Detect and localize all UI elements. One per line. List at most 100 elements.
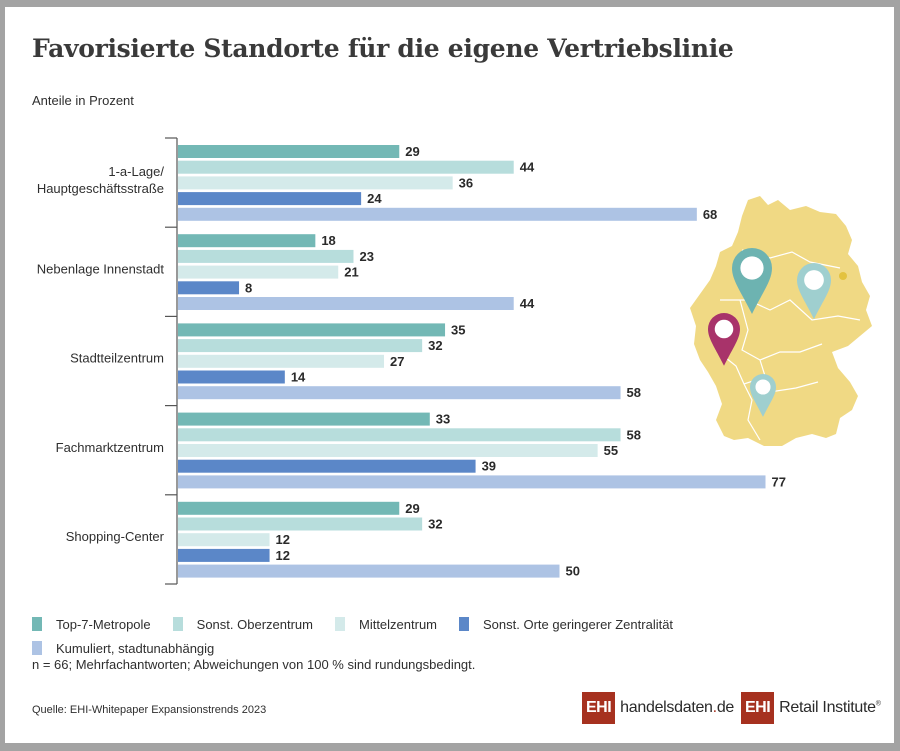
bar <box>178 323 446 337</box>
legend-label: Sonst. Orte geringerer Zentralität <box>483 616 674 632</box>
bar-value-label: 18 <box>321 233 335 248</box>
bar <box>178 386 621 400</box>
footnote: n = 66; Mehrfachantworten; Abweichungen … <box>32 657 476 672</box>
bar <box>178 370 285 384</box>
map-borders <box>715 249 861 441</box>
logo-text-main: handelsdaten <box>620 699 713 716</box>
legend-row: Kumuliert, stadtunabhängig <box>32 636 695 660</box>
bar-value-label: 58 <box>627 385 641 400</box>
ehi-logo-box: EHI <box>582 692 616 724</box>
ehi-retail-institute-logo[interactable]: EHI Retail Institute® <box>741 692 881 724</box>
source-note: Quelle: EHI-Whitepaper Expansionstrends … <box>32 704 267 716</box>
bar-value-label: 29 <box>405 501 419 516</box>
category-label-line: Hauptgeschäftsstraße <box>37 181 164 196</box>
bar-value-label: 68 <box>703 207 717 222</box>
bar-value-label: 32 <box>428 338 442 353</box>
bar-value-label: 44 <box>520 296 535 311</box>
chart-title: Favorisierte Standorte für die eigene Ve… <box>32 34 734 63</box>
bar <box>178 249 354 263</box>
bar <box>178 207 697 221</box>
legend-swatch <box>172 617 183 631</box>
bar <box>178 475 766 489</box>
legend-label: Mittelzentrum <box>358 616 438 632</box>
category-label-line: Shopping-Center <box>66 529 165 544</box>
category-label: Shopping-Center <box>66 529 165 544</box>
bar <box>178 354 385 368</box>
bar-value-label: 27 <box>390 354 404 369</box>
map-pin-hole <box>714 319 734 339</box>
bar <box>178 339 423 353</box>
legend-swatch <box>334 617 345 631</box>
legend-swatch <box>459 617 470 631</box>
bar-value-label: 24 <box>367 191 382 206</box>
bar-value-label: 23 <box>359 249 373 264</box>
bar-value-label: 29 <box>405 144 419 159</box>
legend-item: Top-7-Metropole <box>32 617 151 632</box>
bar <box>178 517 423 531</box>
legend-item: Mittelzentrum <box>334 616 438 632</box>
category-label-line: Nebenlage Innenstadt <box>37 261 165 276</box>
retail-institute-text: Retail Institute® <box>779 699 881 717</box>
registered-mark: ® <box>875 700 881 708</box>
berlin-marker <box>839 272 847 280</box>
bar-value-label: 58 <box>627 427 641 442</box>
bar <box>178 548 270 562</box>
category-label: 1-a-Lage/Hauptgeschäftsstraße <box>37 164 165 196</box>
bar <box>178 192 362 206</box>
legend-label: Kumuliert, stadtunabhängig <box>56 640 215 656</box>
bar <box>178 564 560 578</box>
legend-item: Kumuliert, stadtunabhängig <box>32 641 214 656</box>
legend-swatch <box>32 641 42 655</box>
handelsdaten-logo[interactable]: EHI handelsdaten.de <box>582 692 734 724</box>
bar <box>178 281 240 295</box>
map-pin-hole <box>755 379 771 395</box>
bar <box>178 501 400 515</box>
ehi-logo-box: EHI <box>741 692 775 724</box>
category-label: Fachmarktzentrum <box>56 440 164 455</box>
bar-value-label: 21 <box>344 265 358 280</box>
bar-value-label: 33 <box>436 412 450 427</box>
logo-text-main: Retail Institute <box>779 699 876 716</box>
legend: Top-7-Metropole Sonst. Oberzentrum Mittelz… <box>32 612 695 660</box>
bar-value-label: 36 <box>459 175 473 190</box>
bar <box>178 444 598 457</box>
map-pin-hole <box>804 270 824 290</box>
legend-item: Sonst. Oberzentrum <box>172 617 313 632</box>
bar-value-label: 55 <box>604 443 618 458</box>
bar-value-label: 12 <box>276 548 290 563</box>
legend-label: Top-7-Metropole <box>56 616 151 632</box>
bar-value-label: 35 <box>451 322 465 337</box>
bar <box>178 176 453 190</box>
logo-text-dot: . <box>712 699 717 716</box>
category-label-line: Fachmarktzentrum <box>56 440 164 455</box>
bar <box>178 428 621 442</box>
bar <box>178 297 514 310</box>
category-label: Nebenlage Innenstadt <box>37 261 165 276</box>
bar <box>178 412 430 426</box>
bar-value-label: 14 <box>291 370 306 385</box>
bar <box>178 160 514 174</box>
legend-item: Sonst. Orte geringerer Zentralität <box>459 617 673 632</box>
category-label-line: 1-a-Lage/ <box>108 164 164 179</box>
logo-text-tld: de <box>716 699 735 716</box>
bar-value-label: 32 <box>428 517 442 532</box>
chart-subtitle: Anteile in Prozent <box>32 93 134 108</box>
category-label: Stadtteilzentrum <box>70 351 164 366</box>
legend-swatch <box>32 617 42 631</box>
handelsdaten-text: handelsdaten.de <box>620 699 734 717</box>
bar-value-label: 12 <box>276 532 290 547</box>
bar <box>178 459 476 473</box>
bar-value-label: 8 <box>245 280 252 295</box>
bar-value-label: 77 <box>772 474 786 489</box>
legend-row: Top-7-Metropole Sonst. Oberzentrum Mittelz… <box>32 612 695 636</box>
bar <box>178 145 400 158</box>
bar-value-label: 39 <box>482 459 496 474</box>
bar <box>178 234 316 248</box>
bar <box>178 265 339 279</box>
bar-value-label: 50 <box>566 564 580 579</box>
bar <box>178 533 270 547</box>
bar-value-label: 44 <box>520 160 535 175</box>
category-label-line: Stadtteilzentrum <box>70 351 164 366</box>
map-pin-hole <box>740 256 764 280</box>
